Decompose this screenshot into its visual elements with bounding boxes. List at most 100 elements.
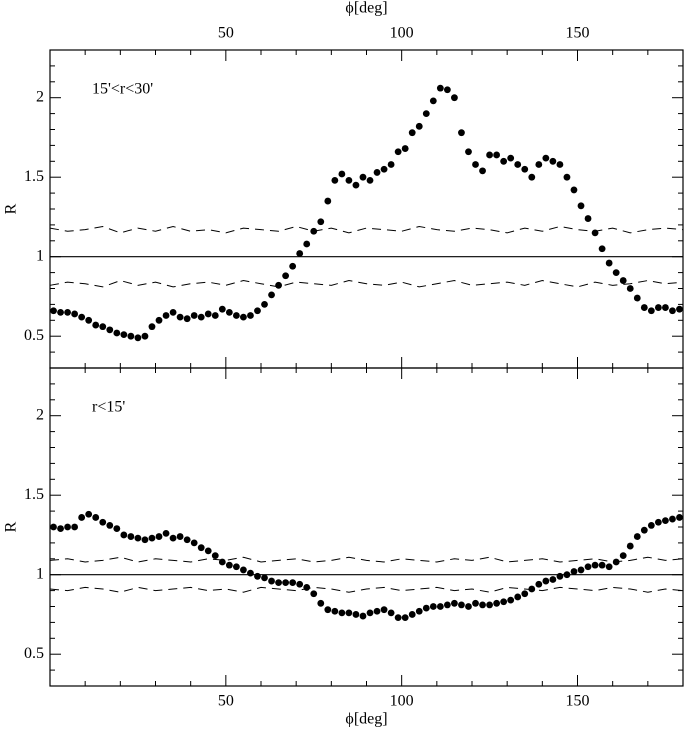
data-point: [345, 609, 353, 617]
data-point: [78, 313, 86, 321]
data-point: [324, 606, 332, 614]
data-point: [458, 601, 465, 609]
data-point: [563, 173, 571, 181]
panel-label: 15'<r<30': [92, 81, 153, 98]
data-point: [436, 603, 444, 610]
data-point: [120, 331, 128, 339]
data-point: [338, 170, 346, 178]
data-point: [570, 186, 578, 194]
data-point: [218, 305, 226, 313]
data-point: [71, 523, 79, 531]
data-point: [324, 197, 332, 205]
data-point: [85, 510, 93, 518]
x-tick-label: 150: [566, 693, 590, 710]
data-point: [676, 514, 683, 521]
data-point: [598, 245, 606, 253]
band-line: [49, 586, 684, 593]
data-point: [211, 312, 219, 319]
data-point: [584, 215, 592, 222]
data-point: [113, 525, 121, 532]
data-point: [619, 552, 627, 560]
data-point: [451, 599, 458, 607]
data-point: [127, 332, 135, 340]
data-point: [218, 558, 226, 566]
data-point: [232, 563, 240, 571]
data-point: [443, 86, 451, 94]
data-point: [106, 326, 114, 334]
data-point: [359, 612, 367, 620]
data-point: [654, 304, 662, 311]
data-point: [514, 161, 522, 168]
band-line: [49, 225, 684, 234]
y-tick-label: 2: [36, 406, 44, 423]
data-point: [500, 598, 508, 606]
data-point: [662, 304, 669, 311]
data-point: [647, 307, 655, 315]
data-point: [183, 536, 191, 544]
data-point: [577, 566, 585, 574]
y-axis-label: R: [3, 203, 20, 214]
data-point: [465, 603, 472, 610]
data-point: [662, 517, 669, 525]
plot-frame: [49, 367, 684, 687]
data-point: [268, 291, 275, 299]
data-point: [275, 579, 282, 587]
data-point: [92, 514, 100, 521]
data-point: [240, 566, 247, 574]
data-point: [422, 604, 430, 612]
data-point: [317, 599, 325, 607]
data-point: [451, 94, 458, 102]
data-point: [106, 522, 114, 529]
data-point: [155, 316, 163, 324]
data-point: [282, 272, 290, 280]
x-tick-label: 50: [218, 25, 234, 42]
data-point: [352, 611, 360, 618]
data-point: [148, 534, 156, 542]
y-tick-label: 0.5: [24, 645, 44, 662]
x-tick-label: 50: [218, 693, 234, 710]
data-point: [633, 294, 641, 302]
data-point: [535, 580, 543, 588]
data-point: [289, 579, 297, 587]
data-point: [310, 227, 318, 235]
data-point: [633, 533, 641, 540]
data-point: [169, 308, 177, 316]
data-point: [528, 585, 536, 593]
data-point: [394, 148, 402, 156]
data-point: [317, 218, 325, 226]
data-point: [626, 285, 634, 292]
data-point: [401, 145, 409, 152]
y-tick-label: 0.5: [24, 327, 44, 344]
data-point: [296, 580, 304, 588]
data-point: [514, 593, 522, 601]
data-point: [134, 334, 142, 342]
data-point: [113, 329, 121, 337]
data-point: [486, 151, 493, 159]
data-point: [654, 518, 662, 526]
data-point: [289, 262, 297, 270]
data-point: [85, 316, 93, 324]
data-point: [99, 518, 107, 526]
data-point: [261, 301, 268, 308]
data-point: [282, 579, 290, 587]
x-axis-label: ϕ[deg]: [345, 0, 387, 17]
data-point: [549, 157, 557, 165]
y-tick-label: 1: [36, 565, 44, 582]
data-point: [359, 173, 367, 181]
data-point: [570, 568, 578, 575]
data-point: [310, 590, 318, 598]
x-axis-label: ϕ[deg]: [345, 711, 387, 728]
data-point: [472, 161, 479, 168]
data-point: [598, 561, 606, 569]
data-point: [162, 529, 170, 537]
data-point: [563, 571, 571, 579]
x-tick-label: 100: [390, 25, 414, 42]
data-point: [640, 304, 648, 311]
data-point: [647, 522, 655, 529]
data-point: [408, 611, 416, 618]
data-point: [493, 151, 501, 159]
data-point: [197, 544, 205, 552]
data-point: [366, 609, 374, 617]
data-point: [521, 165, 529, 173]
